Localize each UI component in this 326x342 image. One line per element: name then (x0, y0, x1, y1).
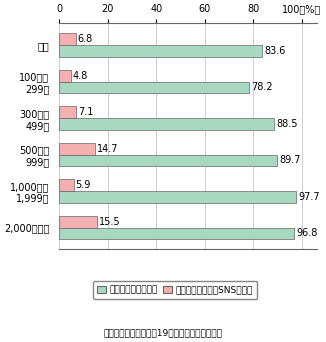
Bar (59, 227, 294, 239)
Bar (59, 191, 296, 203)
Bar (59, 34, 76, 45)
Bar (59, 45, 262, 57)
Text: 78.2: 78.2 (251, 82, 273, 92)
Text: 6.8: 6.8 (78, 34, 93, 44)
Text: 14.7: 14.7 (97, 144, 118, 154)
Text: 5.9: 5.9 (76, 180, 91, 190)
Text: 15.5: 15.5 (99, 217, 120, 227)
Bar (59, 118, 274, 130)
Text: 97.7: 97.7 (298, 192, 320, 202)
Bar (59, 155, 277, 166)
Bar (59, 70, 71, 82)
Bar (59, 143, 95, 155)
Text: 96.8: 96.8 (296, 228, 318, 238)
Bar (59, 180, 74, 191)
Text: 4.8: 4.8 (73, 71, 88, 81)
Text: 89.7: 89.7 (279, 155, 300, 166)
Text: 7.1: 7.1 (79, 107, 94, 117)
Bar (59, 216, 97, 227)
Text: 88.5: 88.5 (276, 119, 298, 129)
Bar (59, 106, 77, 118)
Bar (59, 82, 249, 93)
Text: （出典）総務省「平成19年通信利用動向調査」: （出典）総務省「平成19年通信利用動向調査」 (103, 328, 223, 337)
Text: 83.6: 83.6 (264, 46, 286, 56)
Legend: ホームページを開設, ビジネスブログ、SNSを開設: ホームページを開設, ビジネスブログ、SNSを開設 (93, 281, 257, 299)
